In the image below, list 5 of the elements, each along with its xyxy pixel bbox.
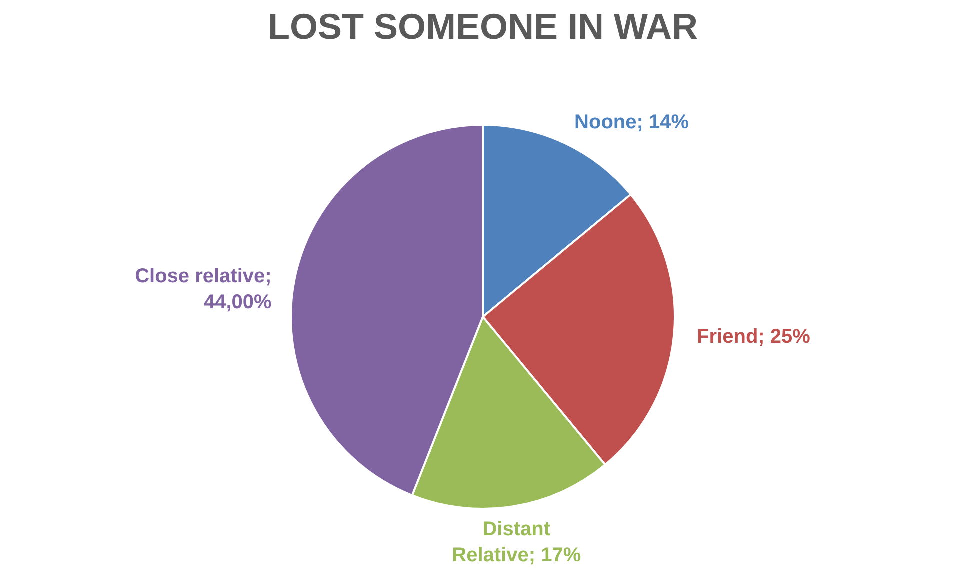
slice-label: Distant Relative; 17% xyxy=(452,518,582,566)
slice-label: Noone; 14% xyxy=(574,111,690,134)
chart-title: LOST SOMEONE IN WAR xyxy=(268,6,698,47)
slice-label: Friend; 25% xyxy=(697,326,811,348)
slice-label: Close relative; 44,00% xyxy=(135,266,272,314)
